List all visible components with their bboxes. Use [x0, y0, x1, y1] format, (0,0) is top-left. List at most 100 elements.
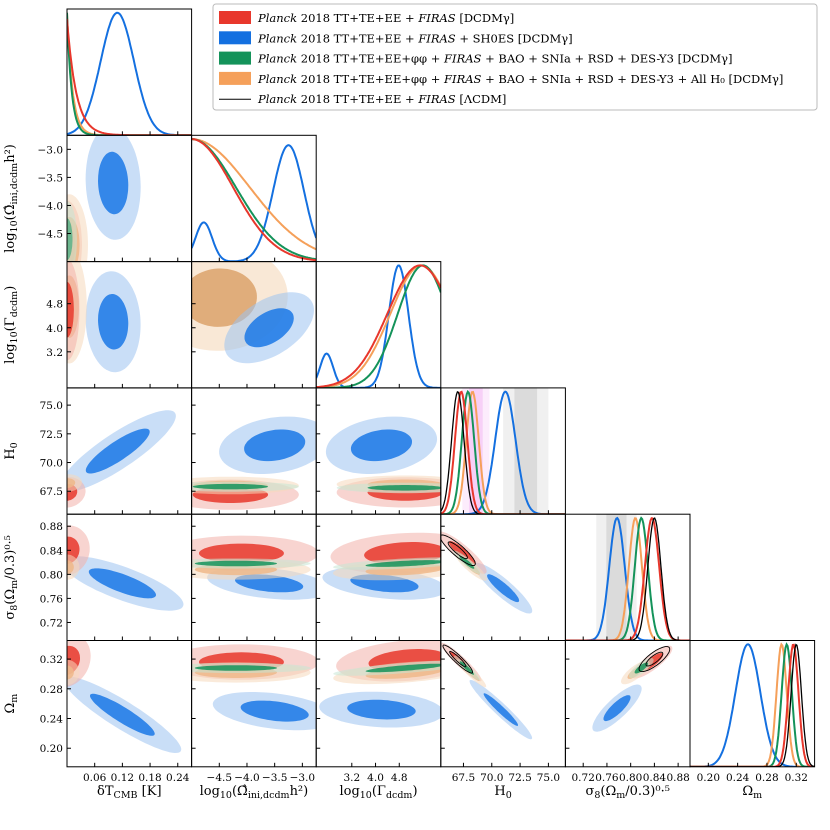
legend-swatch-0 [219, 11, 251, 24]
gm-om-blue-inner-contour [347, 699, 416, 720]
ytick-Omega_m-3: 0.32 [40, 654, 63, 666]
gm-s8-green-inner-contour [365, 560, 441, 567]
panels-layer: 0.06 0.12 0.18 0.24 −4.5 −4.0 −3.5 −3.0 3.2 4.0 4.… [3, 8, 816, 801]
h0-marginal-red [440, 390, 566, 515]
xtick-log10_Gamma-1: 4.0 [367, 772, 384, 784]
xtick-dT_CMB-3: 0.24 [166, 772, 190, 784]
xtick-log10_Omega_ini-0: −4.5 [207, 772, 233, 784]
panel-frame-1-1 [191, 134, 317, 263]
ytick-log10_Gamma-1: 4.0 [46, 323, 63, 335]
h0-marginal-black [440, 391, 566, 515]
gamma-marginal-blue [316, 264, 441, 388]
h0-om-green-inner-contour [459, 661, 474, 675]
h0-s8-green-inner-contour [459, 555, 475, 569]
xtick-H0-3: 75.0 [537, 772, 560, 784]
xtick-dT_CMB-1: 0.12 [111, 772, 134, 784]
dt-om-blue-inner-contour [90, 693, 155, 736]
panel-frame-2-2 [315, 261, 442, 389]
panel-frame-5-5 [689, 640, 816, 768]
xlabel-Omega_m: Ωm [742, 784, 762, 801]
ytick-log10_Omega_ini-1: −4.0 [38, 200, 64, 212]
dt-gamma-blue-inner-contour [98, 294, 129, 350]
ylabel-Omega_m: Ωm [3, 694, 20, 714]
legend-swatch-1 [219, 31, 251, 45]
panel-log10_Gamma-H0 [325, 416, 441, 508]
dt-s8-orange-inner-contour [67, 560, 74, 575]
gm-om-green-inner-contour [365, 663, 441, 673]
ytick-H0-1: 70.0 [40, 458, 63, 470]
xtick-sigma8_Om-1: 0.76 [595, 772, 619, 784]
h0-om-blue-inner-contour [483, 693, 518, 726]
xtick-sigma8_Om-0: 0.72 [572, 772, 595, 784]
xtick-log10_Gamma-0: 3.2 [343, 772, 360, 784]
panel-sigma8_Om-Omega_m [592, 645, 673, 732]
s8-om-lcdm-1 [645, 651, 664, 667]
legend-label-2: Planck 2018 TT+TE+EE+φφ + FIRAS + BAO + … [257, 52, 732, 66]
legend-swatch-3 [219, 71, 251, 85]
ytick-log10_Omega_ini-2: −3.5 [38, 172, 64, 184]
panel-log10_Gamma-Omega_m [319, 640, 441, 728]
legend-box [212, 3, 818, 111]
ylabel-log10_Omega_ini: log10(Ω̂ini,dcdmh²) [3, 144, 20, 253]
om-gamma-orange-inner-contour [191, 268, 257, 327]
ytick-log10_Gamma-0: 3.2 [46, 347, 63, 359]
h0-s8-lcdm-0 [440, 534, 476, 567]
panel-log10_Omega_ini-log10_Omega_ini [191, 138, 317, 262]
h0-s8-red-inner-contour [449, 541, 476, 565]
dt-om-orange-inner-contour [67, 665, 74, 680]
xtick-Omega_m-3: 0.32 [785, 772, 808, 784]
xlabel-sigma8_Om: σ8(Ωm/0.3)⁰·⁵ [585, 784, 669, 801]
dt-h0-orange-inner-contour [67, 478, 76, 489]
om-s8-red-inner-contour [199, 543, 284, 563]
om-gamma-blue-inner-contour [244, 308, 294, 348]
panel-log10_Omega_ini-H0 [191, 416, 317, 510]
ylabel-H0: H0 [3, 442, 20, 459]
s8-om-blue-inner-contour [603, 695, 631, 722]
legend-label-4: Planck 2018 TT+TE+EE + FIRAS [ΛCDM] [257, 92, 506, 106]
panel-log10_Omega_ini-log10_Gamma [191, 261, 314, 364]
xtick-H0-0: 67.5 [452, 772, 475, 784]
xtick-sigma8_Om-4: 0.88 [666, 772, 689, 784]
panel-H0-Omega_m [440, 642, 533, 740]
panel-dT_CMB-sigma8_Om [67, 525, 184, 611]
panel-H0-sigma8_Om [440, 531, 533, 614]
xtick-H0-2: 72.5 [508, 772, 531, 784]
ytick-Omega_m-2: 0.28 [40, 684, 63, 696]
h0-s8-blue-inner-contour [487, 574, 520, 603]
panel-dT_CMB-log10_Gamma [67, 261, 141, 373]
xtick-Omega_m-1: 0.24 [726, 772, 750, 784]
ylabel-sigma8_Om: σ8(Ωm/0.3)⁰·⁵ [3, 535, 20, 619]
legend-swatch-2 [219, 51, 251, 65]
ytick-log10_Omega_ini-3: −3.0 [38, 144, 64, 156]
panel-Omega_m-Omega_m [690, 642, 815, 767]
xtick-log10_Gamma-2: 4.8 [391, 772, 408, 784]
omega-marginal-green [191, 138, 317, 261]
panel-dT_CMB-dT_CMB [67, 11, 192, 136]
omega-marginal-blue [191, 144, 317, 262]
gamma-marginal-red [316, 264, 441, 388]
gm-h0-blue-inner-contour [350, 429, 412, 462]
om-h0-blue-inner-contour [244, 429, 306, 462]
xlabel-dT_CMB: δTCMB [K] [97, 784, 161, 801]
ytick-H0-2: 72.5 [40, 429, 63, 441]
panel-sigma8_Om-sigma8_Om [565, 514, 690, 641]
dT-marginal-red [67, 18, 192, 136]
xtick-log10_Omega_ini-1: −4.0 [234, 772, 260, 784]
s8-om-lcdm-0 [638, 646, 671, 673]
ylabel-log10_Gamma: log10(Γdcdm) [3, 286, 20, 364]
ytick-log10_Omega_ini-0: −4.5 [38, 229, 64, 241]
panel-dT_CMB-H0 [67, 410, 176, 508]
xtick-sigma8_Om-3: 0.84 [643, 772, 667, 784]
dt-gamma-red-inner-contour [67, 281, 74, 338]
xtick-dT_CMB-0: 0.06 [83, 772, 107, 784]
gm-h0-green-inner-contour [367, 485, 441, 491]
ytick-sigma8_Om-4: 0.88 [40, 521, 63, 533]
ytick-sigma8_Om-3: 0.84 [40, 545, 64, 557]
h0-marginal-green [440, 389, 566, 515]
xtick-log10_Omega_ini-3: −3.0 [290, 772, 316, 784]
om-h0-green-inner-contour [192, 483, 269, 490]
panel-log10_Omega_ini-sigma8_Om [191, 535, 317, 600]
ytick-sigma8_Om-1: 0.76 [40, 593, 64, 605]
ytick-Omega_m-0: 0.20 [40, 743, 63, 755]
om-om-blue-inner-contour [240, 700, 309, 722]
